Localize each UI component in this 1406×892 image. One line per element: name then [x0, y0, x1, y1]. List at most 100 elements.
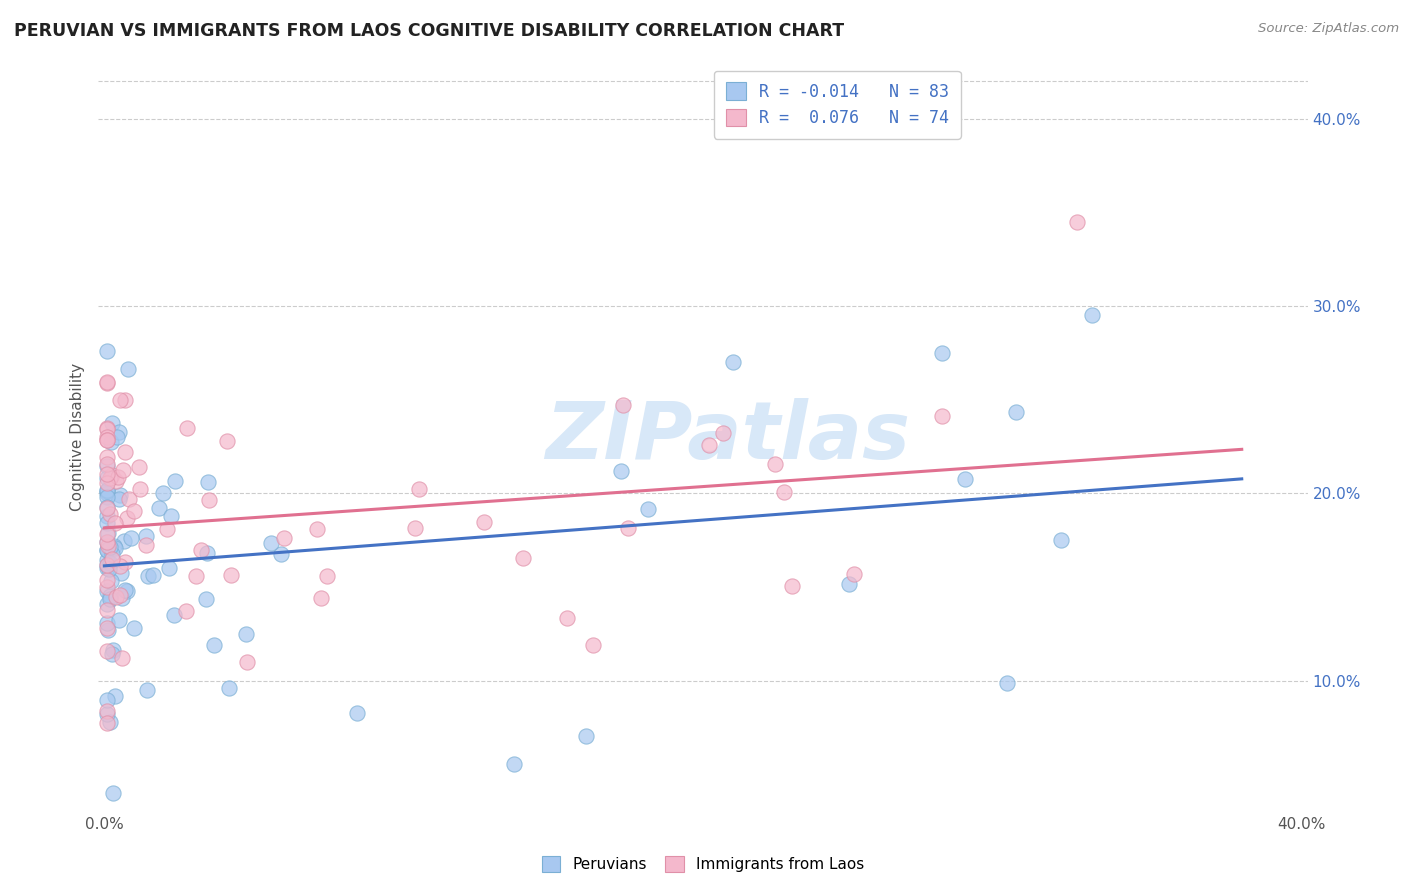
Point — [1066, 215, 1088, 229]
Point — [582, 638, 605, 652]
Point — [270, 548, 292, 562]
Point — [101, 416, 124, 430]
Point — [260, 536, 283, 550]
Point — [115, 584, 138, 599]
Point — [138, 569, 160, 583]
Point — [157, 561, 180, 575]
Point — [152, 485, 174, 500]
Point — [96, 558, 118, 572]
Point — [782, 579, 804, 593]
Point — [195, 592, 218, 607]
Point — [100, 435, 122, 450]
Point — [98, 714, 121, 729]
Point — [96, 485, 118, 500]
Point — [96, 693, 118, 707]
Point — [408, 482, 430, 496]
Point — [98, 507, 121, 521]
Point — [96, 534, 118, 549]
Point — [114, 393, 136, 408]
Point — [98, 592, 121, 607]
Point — [101, 647, 124, 661]
Point — [96, 483, 118, 497]
Point — [503, 757, 526, 772]
Point — [96, 558, 118, 573]
Point — [404, 521, 426, 535]
Point — [96, 622, 118, 636]
Point — [96, 343, 118, 358]
Point — [105, 590, 128, 604]
Point — [100, 574, 122, 589]
Point — [309, 591, 332, 606]
Point — [112, 534, 135, 549]
Point — [148, 500, 170, 515]
Point — [176, 604, 198, 618]
Point — [176, 421, 198, 435]
Point — [135, 538, 157, 552]
Point — [197, 475, 219, 490]
Point — [96, 430, 118, 444]
Point — [108, 425, 131, 439]
Point — [105, 430, 128, 444]
Point — [162, 607, 184, 622]
Point — [96, 584, 118, 599]
Point — [637, 501, 659, 516]
Point — [1005, 405, 1028, 419]
Point — [104, 541, 127, 555]
Point — [617, 521, 640, 535]
Point — [96, 603, 118, 617]
Point — [103, 642, 125, 657]
Point — [101, 552, 124, 566]
Point — [96, 580, 118, 594]
Point — [763, 458, 786, 472]
Point — [101, 786, 124, 800]
Point — [931, 409, 953, 423]
Point — [114, 555, 136, 569]
Point — [472, 515, 495, 529]
Point — [96, 458, 118, 472]
Point — [195, 546, 218, 560]
Point — [96, 434, 118, 448]
Point — [273, 532, 295, 546]
Point — [105, 474, 128, 488]
Point — [96, 450, 118, 465]
Point — [114, 582, 136, 597]
Point — [111, 650, 134, 665]
Point — [842, 566, 865, 581]
Point — [346, 706, 368, 720]
Point — [111, 591, 134, 605]
Point — [838, 577, 860, 591]
Point — [98, 471, 121, 485]
Point — [219, 568, 242, 582]
Point — [160, 509, 183, 524]
Point — [120, 531, 142, 545]
Point — [98, 541, 121, 555]
Point — [575, 729, 598, 743]
Point — [108, 488, 131, 502]
Point — [96, 484, 118, 499]
Point — [96, 527, 118, 541]
Point — [1081, 309, 1104, 323]
Point — [96, 553, 118, 567]
Point — [995, 676, 1018, 690]
Point — [557, 611, 579, 625]
Point — [108, 393, 131, 408]
Point — [128, 482, 150, 496]
Point — [96, 542, 118, 557]
Point — [107, 613, 129, 627]
Point — [96, 490, 118, 504]
Point — [96, 459, 118, 474]
Point — [96, 509, 118, 524]
Point — [124, 504, 146, 518]
Point — [96, 715, 118, 730]
Point — [100, 556, 122, 570]
Point — [104, 689, 127, 703]
Point — [96, 471, 118, 485]
Point — [118, 491, 141, 506]
Point — [96, 573, 118, 587]
Point — [96, 706, 118, 721]
Point — [96, 561, 118, 575]
Point — [103, 540, 125, 554]
Point — [156, 522, 179, 536]
Point — [184, 569, 207, 583]
Point — [721, 355, 744, 369]
